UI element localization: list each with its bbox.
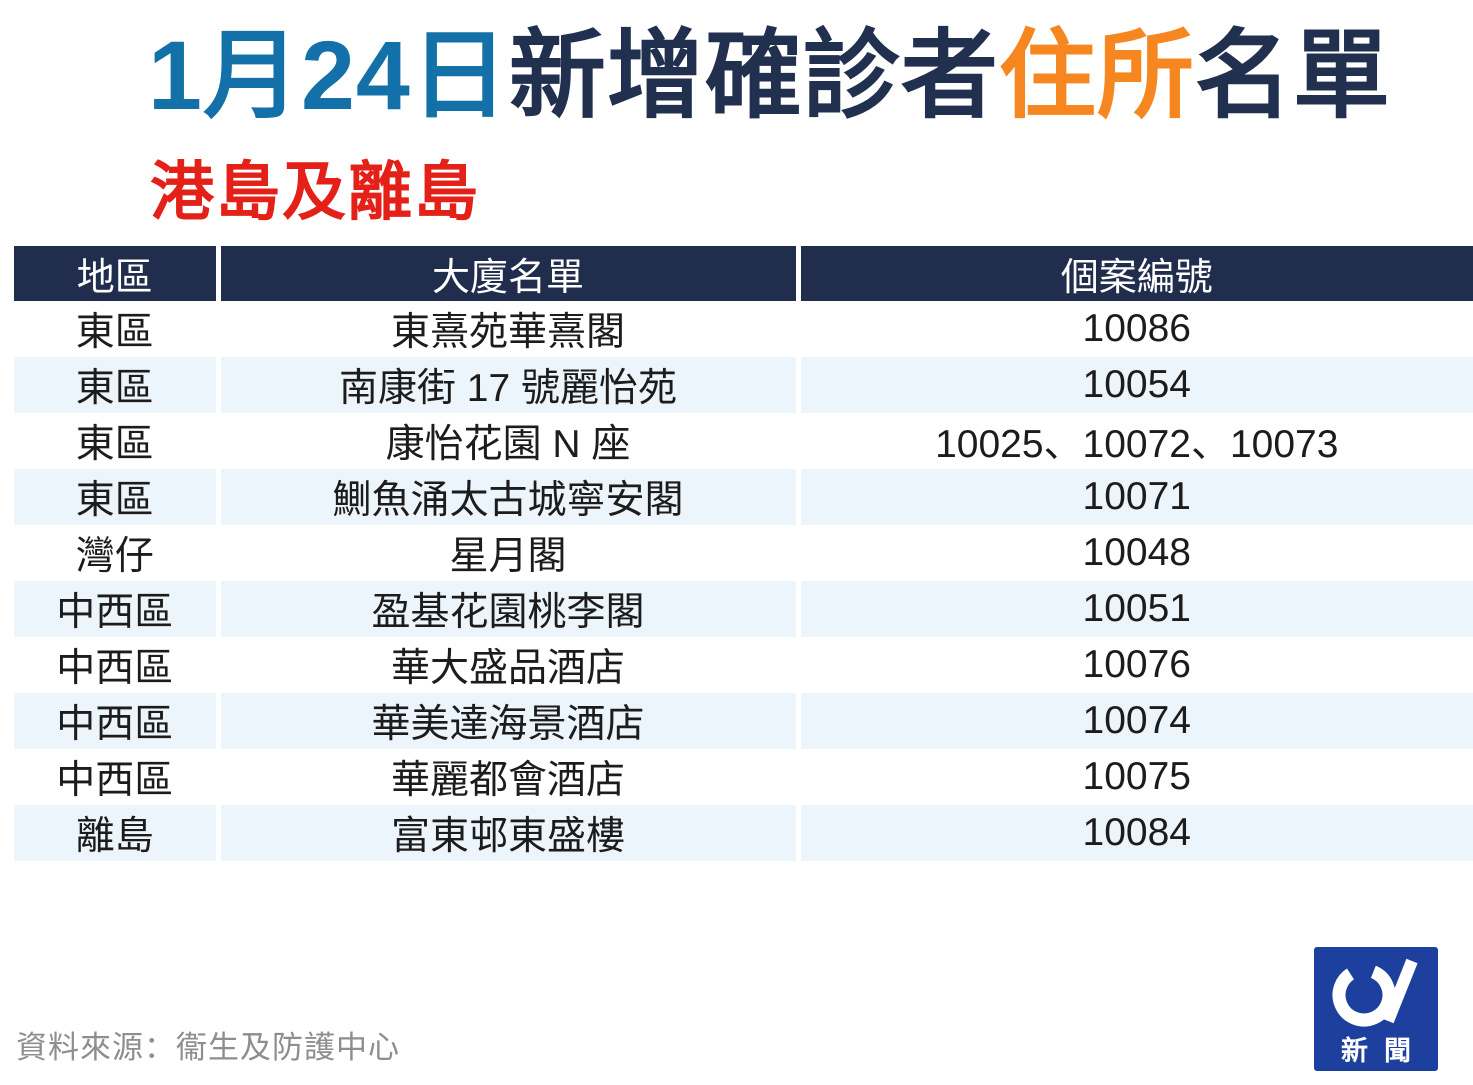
table-row: 離島 富東邨東盛樓 10084 (14, 805, 1473, 861)
table-row: 中西區 華麗都會酒店 10075 (14, 749, 1473, 805)
table-body: 東區 東熹苑華熹閣 10086 東區 南康街 17 號麗怡苑 10054 東區 康怡花園 N … (14, 301, 1473, 861)
cell-building: 南康街 17 號麗怡苑 (215, 357, 798, 413)
hk01-logo: 新聞 (1314, 947, 1438, 1071)
cell-district: 東區 (75, 311, 154, 354)
table-row: 東區 鰂魚涌太古城寧安閣 10071 (14, 469, 1473, 525)
cell-cases: 10051 (795, 581, 1473, 637)
table-row: 東區 康怡花園 N 座 10025、10072、10073 (14, 413, 1473, 469)
cell-cases: 10086 (795, 301, 1473, 357)
cell-district: 中西區 (56, 647, 174, 690)
table-row: 灣仔 星月閣 10048 (14, 525, 1473, 581)
title-residence: 住所 (998, 21, 1195, 130)
cases-table: 地區 大廈名單 個案編號 東區 東熹苑華熹閣 10086 東區 南康街 17 號麗怡苑 1… (14, 246, 1473, 861)
cell-cases: 10071 (795, 469, 1473, 525)
cell-cases: 10025、10072、10073 (795, 413, 1473, 469)
cell-cases: 10048 (795, 525, 1473, 581)
table-row: 東區 東熹苑華熹閣 10086 (14, 301, 1473, 357)
cell-district: 東區 (75, 423, 154, 466)
cell-building: 星月閣 (215, 525, 798, 581)
cell-building: 康怡花園 N 座 (215, 413, 798, 469)
source-note: 資料來源：衞生及防護中心 (16, 1030, 400, 1065)
cell-cases: 10074 (795, 693, 1473, 749)
cell-cases: 10054 (795, 357, 1473, 413)
title-date: 1月24日 (148, 21, 509, 130)
cell-building: 盈基花園桃李閣 (215, 581, 798, 637)
cell-district: 灣仔 (75, 535, 154, 578)
cell-district: 離島 (75, 815, 154, 858)
col-header-cases: 個案編號 (795, 246, 1473, 301)
cell-district: 東區 (75, 479, 154, 522)
table-row: 中西區 盈基花園桃李閣 10051 (14, 581, 1473, 637)
page-subtitle: 港島及離島 (150, 156, 480, 228)
cell-cases: 10076 (795, 637, 1473, 693)
cell-district: 東區 (75, 367, 154, 410)
cell-district: 中西區 (56, 759, 174, 802)
table-row: 中西區 華美達海景酒店 10074 (14, 693, 1473, 749)
cell-building: 華大盛品酒店 (215, 637, 798, 693)
title-list: 名單 (1194, 21, 1391, 130)
table-row: 中西區 華大盛品酒店 10076 (14, 637, 1473, 693)
cell-building: 華麗都會酒店 (215, 749, 798, 805)
table-header: 地區 大廈名單 個案編號 (14, 246, 1473, 301)
cell-building: 華美達海景酒店 (215, 693, 798, 749)
cell-district: 中西區 (56, 703, 174, 746)
hk01-logo-text: 新聞 (1341, 1036, 1427, 1066)
cell-building: 鰂魚涌太古城寧安閣 (215, 469, 798, 525)
cell-cases: 10075 (795, 749, 1473, 805)
col-header-building: 大廈名單 (215, 246, 798, 301)
title-new-cases: 新增確診者 (508, 21, 999, 130)
col-header-district: 地區 (14, 246, 218, 301)
cell-cases: 10084 (795, 805, 1473, 861)
cell-district: 中西區 (56, 591, 174, 634)
header-row: 地區 大廈名單 個案編號 (14, 246, 1473, 301)
cell-building: 東熹苑華熹閣 (215, 301, 798, 357)
page-title: 1月24日新增確診者住所名單 (148, 21, 1391, 131)
cell-building: 富東邨東盛樓 (215, 805, 798, 861)
table-row: 東區 南康街 17 號麗怡苑 10054 (14, 357, 1473, 413)
hk01-brand-icon (1332, 958, 1418, 1027)
